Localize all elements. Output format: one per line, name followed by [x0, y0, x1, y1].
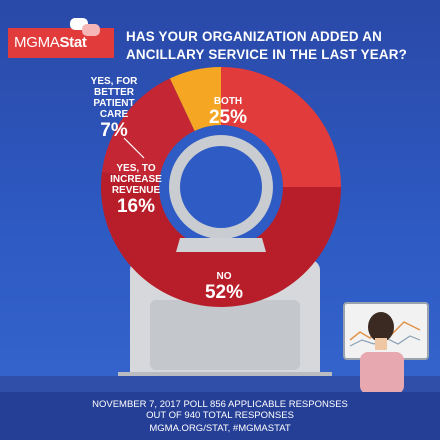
person-neck [375, 338, 387, 350]
person-torso [360, 352, 404, 394]
person-head [368, 312, 394, 342]
slice-value: 16% [116, 196, 156, 217]
slice-name: NO [216, 271, 232, 282]
chat-bubble-icon [82, 24, 100, 36]
slice-name: YES, TO INCREASE REVENUE [110, 163, 162, 196]
mri-front-panel [150, 300, 300, 370]
slice-label-revenue: YES, TO INCREASE REVENUE 16% [100, 163, 172, 218]
slice-name: YES, FOR BETTER PATIENT CARE [90, 76, 138, 120]
logo-text-mgma: MGMA [14, 34, 60, 51]
footer-poll-info: NOVEMBER 7, 2017 POLL 856 APPLICABLE RES… [92, 399, 348, 410]
slice-label-patient-care: YES, FOR BETTER PATIENT CARE 7% [78, 76, 150, 142]
footer-link[interactable]: MGMA.ORG/STAT, #MGMASTAT [149, 423, 291, 434]
floor-strip [0, 376, 440, 392]
chart-title: HAS YOUR ORGANIZATION ADDED AN ANCILLARY… [126, 29, 408, 62]
slice-value: 25% [208, 107, 248, 128]
operator-illustration [343, 302, 429, 394]
slice-label-both: BOTH 25% [196, 96, 260, 129]
slice-label-no: NO 52% [188, 271, 260, 304]
footer: NOVEMBER 7, 2017 POLL 856 APPLICABLE RES… [0, 392, 440, 440]
leader-line-7pct [123, 137, 145, 159]
slice-value: 7% [100, 120, 128, 141]
mgma-stat-logo: MGMAStat [8, 18, 114, 58]
slice-value: 52% [204, 282, 244, 303]
logo-text-stat: Stat [59, 34, 87, 51]
footer-total-responses: OUT OF 940 TOTAL RESPONSES [146, 410, 294, 421]
mri-bore [180, 146, 262, 228]
slice-name: BOTH [213, 96, 243, 107]
mri-bed [176, 238, 266, 252]
